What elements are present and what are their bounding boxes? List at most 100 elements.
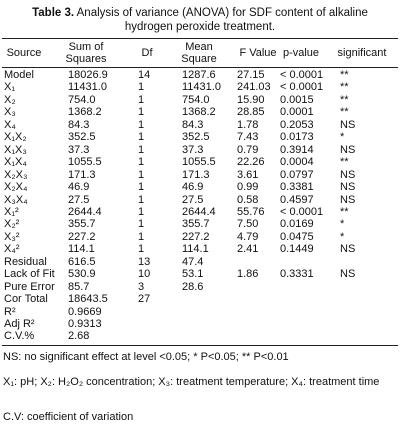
cell: 18643.5 <box>68 293 108 306</box>
cell: 227.2 <box>68 230 96 243</box>
cell: 46.9 <box>182 181 204 194</box>
row-label: X₃² <box>4 230 20 243</box>
cell: 1 <box>138 181 145 194</box>
cell: 0.0475 <box>280 230 314 243</box>
bottom-rule <box>2 345 398 346</box>
row-label: X₁X₂ <box>4 131 27 144</box>
column-header: Source <box>6 47 42 59</box>
cell: ** <box>340 69 349 81</box>
cell: 171.3 <box>182 168 210 181</box>
cell: 0.1449 <box>280 243 314 256</box>
cell: 0.0004 <box>280 156 314 169</box>
cell: 241.03 <box>237 81 271 94</box>
cell: 1 <box>138 168 145 181</box>
cell: NS <box>340 268 356 281</box>
cell: 1 <box>138 218 145 231</box>
cell: * <box>340 131 345 144</box>
row-label: X₄ <box>4 118 16 131</box>
row-label: Pure Error <box>4 280 55 293</box>
row-label: Model <box>4 69 34 81</box>
row-label: X₂ <box>4 93 16 106</box>
cell: 2.41 <box>237 243 259 256</box>
cell: 1 <box>138 93 145 106</box>
cell: 28.6 <box>182 280 204 293</box>
cell: < 0.0001 <box>280 205 324 218</box>
cell: ** <box>340 205 349 218</box>
cell: 1 <box>138 230 145 243</box>
note: C.V: coefficient of variation <box>3 411 134 423</box>
cell: 15.90 <box>237 93 265 106</box>
cell: 114.1 <box>68 243 95 256</box>
note: X₁: pH; X₂: H₂O₂ concentration; X₃: trea… <box>3 376 380 388</box>
cell: 1 <box>138 156 145 169</box>
cell: 1368.2 <box>68 106 102 119</box>
cell: 355.7 <box>68 218 96 231</box>
cell: 28.85 <box>237 106 265 119</box>
cell: 27.5 <box>68 193 90 206</box>
cell: ** <box>340 156 349 169</box>
cell: 14 <box>138 69 151 81</box>
cell: 1 <box>138 205 145 218</box>
column-header: Df <box>141 47 153 59</box>
cell: 27 <box>138 293 151 306</box>
column-header: p-value <box>282 47 320 59</box>
cell: NS <box>340 143 356 156</box>
row-label: X₁X₃ <box>4 143 27 156</box>
cell: 1 <box>138 106 145 119</box>
cell: 11431.0 <box>68 81 107 94</box>
cell: 754.0 <box>68 93 96 106</box>
caption-label: Table 3. <box>32 7 75 19</box>
column-header: significant <box>337 47 387 59</box>
cell: 2644.4 <box>68 205 102 218</box>
cell: 355.7 <box>182 218 210 231</box>
cell: 18026.9 <box>68 69 108 81</box>
cell: 1 <box>138 193 145 206</box>
cell: 7.50 <box>237 218 259 231</box>
cell: 0.58 <box>237 193 259 206</box>
row-label: X₁X₄ <box>4 156 27 169</box>
cell: NS <box>340 118 356 131</box>
row-label: C.V.% <box>4 330 35 343</box>
cell: 37.3 <box>182 143 204 156</box>
cell: 1 <box>138 118 145 131</box>
cell: 22.26 <box>237 156 265 169</box>
cell: 1 <box>138 143 145 156</box>
cell: 13 <box>138 255 151 268</box>
cell: 27.5 <box>182 193 204 206</box>
cell: 0.99 <box>237 181 259 194</box>
cell: 10 <box>138 268 151 281</box>
cell: 0.0173 <box>280 131 314 144</box>
row-label: X₄² <box>4 243 20 256</box>
cell: 171.3 <box>68 168 96 181</box>
column-header: F Value <box>239 47 277 59</box>
cell: 4.79 <box>237 230 259 243</box>
cell: 1.78 <box>237 118 259 131</box>
cell: 3 <box>138 280 145 293</box>
cell: 530.9 <box>68 268 96 281</box>
cell: 0.79 <box>237 143 259 156</box>
cell: 2.68 <box>68 330 90 343</box>
row-label: R² <box>4 305 16 318</box>
cell: ** <box>340 81 349 94</box>
cell: 0.0169 <box>280 218 314 231</box>
cell: 0.2053 <box>280 118 314 131</box>
row-label: X₁² <box>4 205 19 218</box>
cell: 227.2 <box>182 230 210 243</box>
row-label: Residual <box>4 255 47 268</box>
cell: 2644.4 <box>182 205 216 218</box>
cell: 27.15 <box>237 69 265 81</box>
row-label: X₂X₃ <box>4 168 28 181</box>
cell: NS <box>340 181 356 194</box>
cell: 0.3331 <box>280 268 314 281</box>
cell: 0.0015 <box>280 93 314 106</box>
column-header: Sum of Squares <box>65 41 107 65</box>
row-label: X₃ <box>4 106 16 119</box>
cell: 1368.2 <box>182 106 216 119</box>
row-label: Lack of Fit <box>4 268 55 281</box>
cell: NS <box>340 193 356 206</box>
row-label: X₂X₄ <box>4 181 28 194</box>
cell: 0.3381 <box>280 181 314 194</box>
cell: * <box>340 218 345 231</box>
row-label: Cor Total <box>4 293 48 306</box>
cell: 11431.0 <box>182 81 221 94</box>
